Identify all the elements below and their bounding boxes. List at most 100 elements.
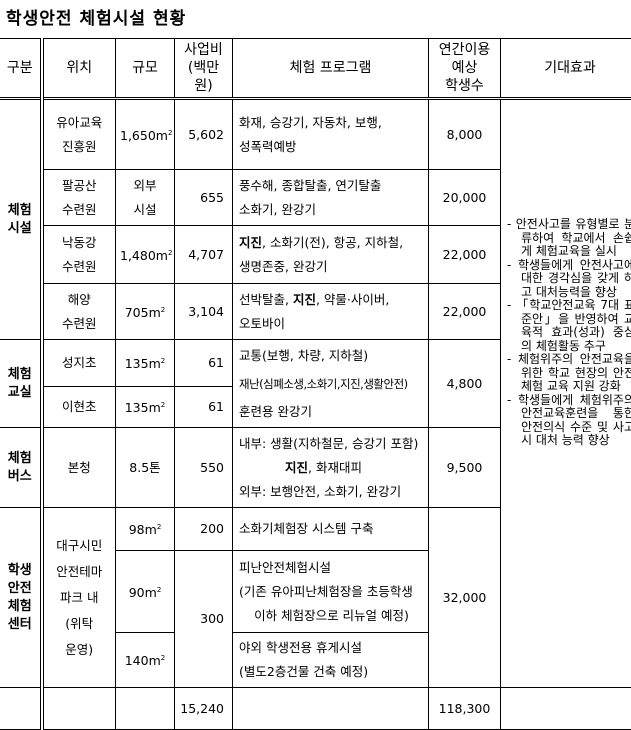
program-text: 소화기, 완강기 xyxy=(239,201,316,217)
scale-text: 705m xyxy=(124,305,161,321)
program-cell: 피난안전체험시설 (기존 유아피난체험장을 초등학생 이하 체험장으로 리뉴얼 예정… xyxy=(232,550,429,633)
program-text: (기존 유아피난체험장을 초등학생 xyxy=(239,583,413,599)
budget-cell: 300 xyxy=(174,550,233,688)
expected-effects-cell: - 안전사고를 유형별로 분류하여 학교에서 손쉽게 체험교육을 실시 - 학생… xyxy=(500,98,631,688)
students-cell: 9,500 xyxy=(428,427,501,508)
program-text: (별도2층건물 건축 예정) xyxy=(239,664,369,679)
program-cell: 화재, 승강기, 자동차, 보행, 성폭력예방 xyxy=(232,98,429,170)
effect-item: - 학생들에게 체험위주의 안전교육훈련을 통한 안전의식 수준 및 사고 시 … xyxy=(507,392,631,447)
budget-cell: 61 xyxy=(174,386,233,428)
program-bold-text: 지진 xyxy=(285,459,309,475)
program-cell: 소화기체험장 시스템 구축 xyxy=(232,507,429,551)
location-text: 해양 xyxy=(67,291,91,307)
location-cell: 이현초 xyxy=(41,386,116,428)
scale-text: 140m xyxy=(124,653,161,669)
program-text: 내부: 생활(지하철문, 승강기 포함) xyxy=(239,435,419,451)
scale-text: 1,480m xyxy=(120,248,168,264)
location-cell: 팔공산 수련원 xyxy=(41,169,116,226)
budget-cell: 3,104 xyxy=(174,283,233,340)
scale-sup: 2 xyxy=(160,357,166,366)
program-bold-text: 지진 xyxy=(292,291,316,307)
program-text: , 소화기(전), 항공, 지하철, xyxy=(262,234,404,250)
program-cell: 선박탈출, 지진, 약물·사이버, 오토바이 xyxy=(232,283,429,340)
location-text: (위탁 xyxy=(65,615,94,631)
scale-cell: 140m2 xyxy=(115,632,175,688)
scale-sup: 2 xyxy=(160,305,166,314)
scale-cell: 135m2 xyxy=(115,386,175,428)
category-label: 버스 xyxy=(7,468,32,484)
header-program: 체험 프로그램 xyxy=(232,38,429,100)
header-effect: 기대효과 xyxy=(500,38,631,100)
scale-cell: 8.5톤 xyxy=(115,427,175,508)
page-title: 학생안전 체험시설 현황 xyxy=(6,9,187,29)
program-bold-text: 지진 xyxy=(239,234,263,250)
effect-item: - 학생들에게 안전사고에 대한 경각심을 갖게 하고 대처능력을 향상 xyxy=(507,257,631,299)
scale-text: 135m xyxy=(124,400,161,416)
program-text: 훈련용 완강기 xyxy=(239,403,312,419)
location-text: 유아교육 xyxy=(56,114,103,130)
program-text: 풍수해, 종합탈출, 연기탈출 xyxy=(239,177,382,193)
scale-sup: 2 xyxy=(160,654,166,663)
table-row: 90m2 300 피난안전체험시설 (기존 유아피난체험장을 초등학생 이하 체험장… xyxy=(0,550,631,688)
category-label: 교실 xyxy=(7,384,32,400)
total-scale-cell xyxy=(115,687,175,730)
total-students: 118,300 xyxy=(428,687,501,730)
budget-cell: 200 xyxy=(174,507,233,551)
location-text: 수련원 xyxy=(61,315,97,331)
location-text: 운영) xyxy=(65,641,94,657)
scale-sup: 2 xyxy=(156,585,162,594)
program-cell: 교통(보행, 차량, 지하철) 재난(심폐소생,소화기,지진,생활안전) 훈련용 완… xyxy=(232,339,429,428)
program-text: 생명존중, 완강기 xyxy=(239,258,328,274)
students-cell: 22,000 xyxy=(428,225,501,284)
category-label: 센터 xyxy=(7,616,32,632)
location-text: 낙동강 xyxy=(61,234,97,250)
scale-cell: 135m2 xyxy=(115,339,175,387)
students-cell: 32,000 xyxy=(428,507,501,688)
program-text: 오토바이 xyxy=(239,315,286,331)
category-label: 체험 xyxy=(7,450,32,466)
students-cell: 22,000 xyxy=(428,283,501,340)
location-text: 대구시민 xyxy=(56,537,103,553)
program-cell: 야외 학생전용 휴게시설 (별도2층건물 건축 예정) xyxy=(232,632,429,688)
program-text: , 약물·사이버, xyxy=(315,291,390,307)
program-text: 교통(보행, 차량, 지하철) xyxy=(239,347,369,363)
category-label: 안전 xyxy=(7,580,32,596)
program-text: 선박탈출, xyxy=(239,291,293,307)
effect-item: - 체험위주의 안전교육을 위한 학교 현장의 안전 체험 교육 지원 강화 xyxy=(507,352,631,393)
program-cell: 지진, 소화기(전), 항공, 지하철, 생명존중, 완강기 xyxy=(232,225,429,284)
table-row: 학생 안전 체험 센터 대구시민 안전테마 파크 내 (위탁 운영) 98m2 200 소화기… xyxy=(0,507,631,688)
students-cell: 8,000 xyxy=(428,98,501,170)
total-effect-cell xyxy=(500,687,631,730)
category-label: 학생 xyxy=(7,562,32,578)
program-cell: 내부: 생활(지하철문, 승강기 포함) 지진, 화재대피 외부: 보행안전, 소화… xyxy=(232,427,429,508)
category-facility: 체험 시설 xyxy=(0,98,44,340)
header-budget-l2: (백만원) xyxy=(187,60,220,94)
header-budget: 사업비 (백만원) xyxy=(174,38,233,100)
location-text: 수련원 xyxy=(61,258,97,274)
table-row: 체험 교실 성지초 135m2 61 교통(보행, 차량, 지하철) 재난(심폐소생… xyxy=(0,339,631,428)
scale-text: 90m xyxy=(128,585,157,601)
total-location-cell xyxy=(41,687,116,730)
header-location: 위치 xyxy=(41,38,116,100)
location-cell: 성지초 xyxy=(41,339,116,387)
header-students: 연간이용 예상 학생수 xyxy=(428,38,501,100)
scale-text: 135m xyxy=(124,356,161,372)
table-row: 팔공산 수련원 외부 시설 655 풍수해, 종합탈출, 연기탈출 소화기, 완강기 … xyxy=(0,169,631,226)
category-classroom: 체험 교실 xyxy=(0,339,44,428)
scale-text: 시설 xyxy=(133,201,157,217)
scale-text: 외부 xyxy=(133,177,157,193)
header-students-l2: 예상 xyxy=(451,60,478,76)
program-text: 피난안전체험시설 xyxy=(239,559,332,575)
table-row: 체험 버스 본청 8.5톤 550 내부: 생활(지하철문, 승강기 포함) 지진,… xyxy=(0,427,631,508)
location-cell: 대구시민 안전테마 파크 내 (위탁 운영) xyxy=(41,507,116,688)
scale-cell: 98m2 xyxy=(115,507,175,551)
budget-cell: 655 xyxy=(174,169,233,226)
category-label: 체험 xyxy=(7,598,32,614)
header-row: 구분 위치 규모 사업비 (백만원) 체험 프로그램 연간이용 예상 학생수 기대효과 xyxy=(0,38,631,100)
scale-cell: 1,650m2 xyxy=(115,98,175,170)
table-row: 140m2 야외 학생전용 휴게시설 (별도2층건물 건축 예정) xyxy=(0,632,631,688)
